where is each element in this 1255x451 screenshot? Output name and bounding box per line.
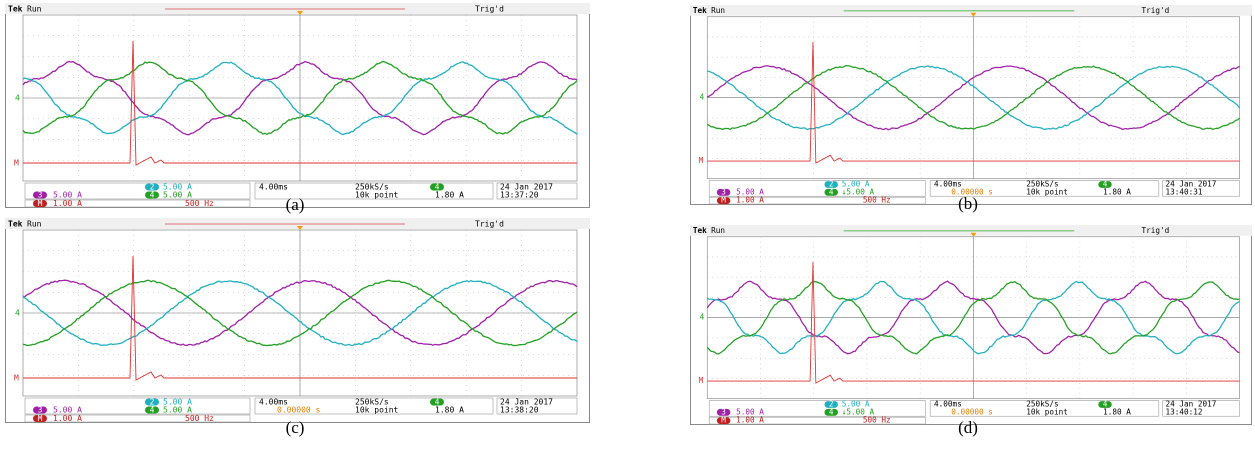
status: Run (711, 6, 725, 15)
time: 13:40:12 (1166, 407, 1203, 416)
trigger-status: Trig'd (475, 5, 504, 14)
scope-svg: TekRunTrig'd4M25.00 A35.00 A4↓5.00 AM1.0… (690, 5, 1252, 205)
trigger-level: 1.80 A (435, 406, 464, 415)
scope-svg: TekRunTrig'd4M25.00 A35.00 A45.00 AM1.00… (5, 218, 590, 423)
time: 13:37:20 (500, 191, 539, 200)
status: Run (711, 226, 725, 235)
brand: Tek (8, 220, 23, 229)
math-badge: M (38, 414, 43, 423)
ch4-marker: 4 (15, 94, 20, 103)
math-scale: 1.00 A (736, 416, 764, 425)
time: 13:38:20 (500, 406, 539, 415)
ch4-marker: 4 (15, 309, 20, 318)
trigger-offset: 0.00000 s (951, 407, 993, 416)
math-scale: 1.00 A (53, 199, 82, 208)
trigger-level: 1.80 A (1103, 187, 1131, 196)
math-scale: 1.00 A (53, 414, 82, 423)
scope-screen: TekRunTrig'd4M25.00 A35.00 A4↓5.00 AM1.0… (690, 5, 1252, 205)
page: {"panels": [ {"label": "(a)", "brand": "… (0, 0, 1255, 451)
record-length: 10k point (1026, 407, 1068, 416)
panel-caption: (c) (286, 418, 305, 438)
record-length: 10k point (1026, 187, 1068, 196)
math-freq: 500 Hz (185, 199, 214, 208)
panel-caption: (a) (286, 195, 305, 215)
time: 13:40:31 (1166, 187, 1203, 196)
math-scale: 1.00 A (736, 196, 764, 205)
math-badge: M (721, 416, 726, 425)
math-marker: M (14, 159, 19, 168)
math-marker: M (699, 156, 704, 165)
trigger-status: Trig'd (475, 220, 504, 229)
math-freq: 500 Hz (863, 416, 891, 425)
math-badge: M (721, 196, 726, 205)
record-length: 10k point (355, 406, 399, 415)
trigger-level: 1.80 A (435, 191, 464, 200)
scope-screen: TekRunTrig'd4M25.00 A35.00 A4↓5.00 AM1.0… (690, 225, 1252, 425)
brand: Tek (693, 226, 707, 235)
ch4-badge: 4 (150, 406, 155, 415)
trigger-status: Trig'd (1142, 6, 1170, 15)
math-freq: 500 Hz (863, 196, 891, 205)
math-marker: M (699, 376, 704, 385)
trigger-level: 1.80 A (1103, 407, 1131, 416)
brand: Tek (8, 5, 23, 14)
time-div: 4.00ms (259, 183, 288, 192)
trigger-offset: 0.00000 s (277, 406, 321, 415)
ch4-marker: 4 (700, 93, 705, 102)
ch4-marker: 4 (700, 313, 705, 322)
math-badge: M (38, 199, 43, 208)
record-length: 10k point (355, 191, 399, 200)
panel-caption: (d) (958, 418, 978, 438)
brand: Tek (693, 6, 707, 15)
status: Run (27, 5, 42, 14)
status: Run (27, 220, 42, 229)
ch4-badge: 4 (829, 407, 834, 416)
math-marker: M (14, 374, 19, 383)
scope-screen: TekRunTrig'd4M25.00 A35.00 A45.00 AM1.00… (5, 218, 590, 423)
scope-screen: TekRunTrig'd4M25.00 A35.00 A45.00 AM1.00… (5, 3, 590, 208)
scope-svg: TekRunTrig'd4M25.00 A35.00 A4↓5.00 AM1.0… (690, 225, 1252, 425)
scope-svg: TekRunTrig'd4M25.00 A35.00 A45.00 AM1.00… (5, 3, 590, 208)
panel-caption: (b) (958, 194, 978, 214)
ch4-badge: 4 (150, 191, 155, 200)
trigger-status: Trig'd (1142, 226, 1170, 235)
ch4-badge: 4 (829, 187, 834, 196)
math-freq: 500 Hz (185, 414, 214, 423)
